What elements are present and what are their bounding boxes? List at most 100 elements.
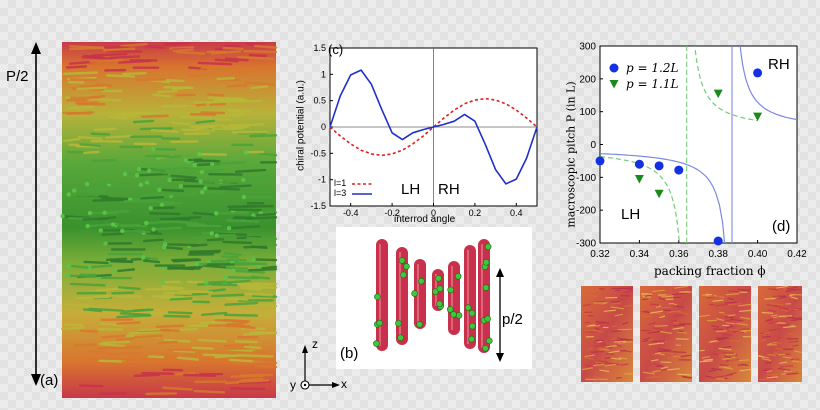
rod xyxy=(135,336,161,337)
rod xyxy=(663,310,671,311)
rod-bead xyxy=(197,152,201,156)
rod-bead xyxy=(157,188,161,192)
chart-d-lh-label: LH xyxy=(621,206,640,223)
rod xyxy=(168,350,194,351)
rod xyxy=(673,352,686,353)
y-axis-dot xyxy=(304,384,306,386)
rod xyxy=(130,332,162,334)
rod xyxy=(110,347,141,348)
rod xyxy=(117,339,133,340)
rod xyxy=(111,56,139,57)
chart-c-xlabel: interrod angle xyxy=(394,214,455,225)
rod xyxy=(75,345,95,346)
chart-c-ylabel: chiral potential (a.u.) xyxy=(296,61,307,191)
rod xyxy=(259,154,276,155)
rod xyxy=(595,340,603,341)
y-tick-label: -1.5 xyxy=(310,201,326,211)
rod xyxy=(226,303,257,305)
rod xyxy=(189,75,212,77)
rod xyxy=(121,313,149,315)
rod xyxy=(225,315,257,316)
rod xyxy=(80,386,102,387)
rod-bead xyxy=(85,224,89,228)
bead xyxy=(485,316,491,322)
rod xyxy=(159,190,182,191)
rod xyxy=(158,91,176,92)
rod xyxy=(102,342,129,343)
rod xyxy=(762,337,771,338)
rod xyxy=(724,357,731,358)
rod xyxy=(791,372,798,373)
rod xyxy=(180,329,197,330)
chart-c-panel-label: (c) xyxy=(328,42,343,57)
rod xyxy=(95,129,116,130)
rod xyxy=(137,174,167,175)
rod xyxy=(618,329,632,330)
rod xyxy=(211,104,225,105)
rod xyxy=(92,134,109,135)
rod xyxy=(238,380,268,381)
rod-bead xyxy=(195,262,199,266)
rod xyxy=(109,353,141,355)
rod xyxy=(239,327,254,328)
rod-bead xyxy=(123,172,127,176)
rod xyxy=(711,378,716,379)
rod xyxy=(227,220,258,221)
x-tick-label: 0.38 xyxy=(708,249,728,260)
rod xyxy=(149,169,178,171)
rod xyxy=(77,297,109,298)
rod xyxy=(66,305,92,306)
rod xyxy=(159,342,176,343)
rod xyxy=(245,294,272,295)
bead xyxy=(399,257,405,263)
rod xyxy=(69,195,98,196)
rod xyxy=(194,213,215,215)
rod xyxy=(92,141,122,142)
rod xyxy=(250,135,276,136)
rod xyxy=(107,75,134,76)
z-axis-label: z xyxy=(312,337,318,351)
rod xyxy=(220,186,250,188)
panel-a-canvas xyxy=(0,30,290,400)
rod xyxy=(654,326,667,327)
rod-bead xyxy=(85,182,89,186)
rod-bead xyxy=(244,150,248,154)
rod xyxy=(256,366,276,367)
rod xyxy=(112,293,133,294)
rod xyxy=(138,329,159,330)
rod xyxy=(252,86,267,88)
rod xyxy=(709,370,716,371)
y-tick-label: 0.5 xyxy=(313,96,326,106)
rod xyxy=(142,373,172,374)
chart-c-lh-label: LH xyxy=(401,181,420,198)
rod-bead xyxy=(66,192,70,196)
rod xyxy=(245,51,276,52)
rod-bead xyxy=(72,188,76,192)
rod xyxy=(230,72,249,73)
rod-bead xyxy=(179,184,183,188)
rod-bead xyxy=(242,195,246,199)
rod xyxy=(194,237,211,238)
rod-bead xyxy=(200,190,204,194)
rod-bead xyxy=(231,269,235,273)
rod xyxy=(249,269,276,270)
rod xyxy=(226,277,257,278)
rod xyxy=(174,260,200,262)
rod xyxy=(104,49,134,51)
snapshot-1 xyxy=(581,286,633,382)
rod xyxy=(792,345,799,346)
rod xyxy=(163,388,191,390)
rod xyxy=(164,293,191,294)
rod xyxy=(165,244,197,245)
rod xyxy=(208,239,223,240)
rod xyxy=(245,347,260,348)
rod xyxy=(707,320,717,321)
y-tick-label: 1.5 xyxy=(313,43,326,53)
rod-bead xyxy=(210,231,214,235)
rod xyxy=(255,46,276,48)
point-p12 xyxy=(753,68,762,77)
rod xyxy=(187,224,204,225)
rod xyxy=(228,323,247,324)
bead xyxy=(412,290,418,296)
